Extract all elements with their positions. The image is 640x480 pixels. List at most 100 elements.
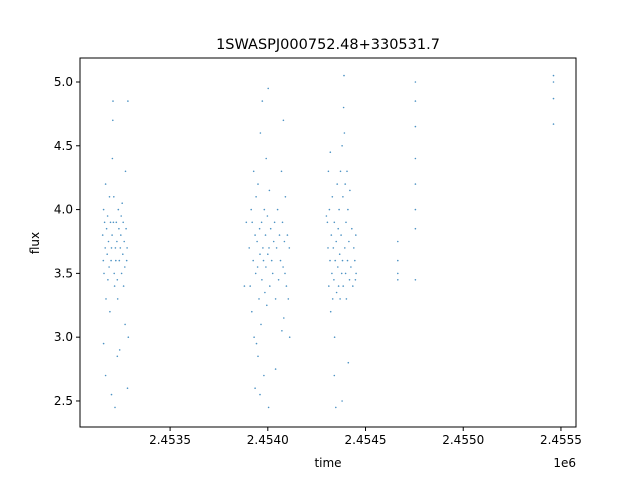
data-point	[104, 374, 107, 377]
data-point	[116, 355, 119, 358]
data-point	[270, 259, 273, 262]
data-point	[268, 247, 270, 249]
data-point	[116, 298, 119, 300]
data-point	[350, 266, 352, 268]
data-point	[263, 208, 266, 211]
data-point	[288, 336, 291, 339]
data-point	[346, 170, 348, 173]
data-point	[345, 221, 347, 224]
data-point	[327, 247, 329, 249]
data-point	[333, 374, 336, 377]
data-point	[112, 221, 115, 224]
data-point	[351, 227, 353, 230]
data-point	[278, 234, 281, 236]
data-point	[552, 74, 555, 77]
data-point	[552, 97, 555, 100]
data-point	[414, 227, 417, 230]
data-point	[286, 234, 289, 236]
data-point	[280, 170, 283, 173]
x-offset-label: 1e6	[553, 456, 576, 470]
data-point	[339, 170, 342, 173]
data-point	[288, 247, 291, 249]
data-point	[335, 240, 338, 243]
data-point	[116, 240, 118, 243]
data-point	[258, 227, 261, 230]
data-point	[118, 349, 121, 351]
data-point	[262, 259, 265, 262]
data-point	[243, 285, 246, 287]
data-point	[285, 285, 288, 287]
data-point	[125, 227, 127, 230]
data-point	[266, 215, 269, 217]
data-point	[260, 323, 262, 326]
data-point	[118, 227, 120, 230]
data-point	[346, 259, 349, 262]
data-point	[328, 285, 330, 287]
data-point	[341, 145, 343, 147]
data-point	[108, 196, 111, 198]
data-point	[106, 215, 109, 217]
x-tick-label: 2.4545	[345, 433, 387, 447]
data-point	[108, 266, 110, 268]
data-point	[353, 247, 355, 249]
data-point	[355, 234, 357, 236]
data-point	[268, 189, 271, 192]
data-point	[113, 285, 116, 287]
data-point	[116, 279, 119, 281]
data-point	[124, 170, 127, 173]
data-point	[287, 298, 290, 300]
x-tick-label: 2.4550	[442, 433, 484, 447]
data-point	[261, 100, 264, 102]
data-point	[255, 342, 258, 345]
data-point	[335, 291, 338, 294]
data-point	[111, 234, 113, 236]
data-point	[251, 221, 253, 224]
data-point	[281, 330, 283, 332]
data-point	[114, 406, 116, 409]
x-tick-label: 2.4535	[149, 433, 191, 447]
data-point	[103, 221, 106, 224]
data-point	[107, 279, 109, 281]
data-point	[414, 183, 417, 185]
data-point	[414, 157, 417, 160]
data-point	[120, 234, 122, 236]
data-point	[124, 323, 126, 326]
data-point	[104, 247, 106, 249]
data-point	[102, 342, 105, 345]
data-point	[331, 196, 334, 198]
data-point	[263, 374, 265, 377]
data-point	[255, 196, 257, 198]
y-tick-label: 3.0	[54, 330, 73, 344]
data-point	[106, 253, 108, 255]
data-point	[264, 234, 267, 236]
data-point	[259, 253, 261, 255]
data-point	[112, 100, 114, 102]
data-point	[117, 208, 120, 211]
data-point	[344, 272, 347, 275]
data-point	[283, 240, 286, 243]
y-axis-label: flux	[28, 232, 42, 254]
data-point	[259, 393, 261, 396]
plot-frame	[79, 57, 577, 428]
data-point	[112, 119, 114, 122]
data-point	[333, 221, 336, 224]
y-tick-label: 4.5	[54, 139, 73, 153]
data-point	[265, 266, 267, 268]
data-point	[344, 183, 347, 185]
data-point	[343, 132, 346, 134]
data-point	[333, 279, 335, 281]
data-point	[354, 279, 357, 281]
data-point	[414, 208, 417, 211]
data-point	[414, 81, 417, 83]
data-point	[345, 298, 348, 300]
data-point	[552, 81, 555, 83]
data-point	[253, 336, 255, 339]
data-point	[267, 253, 269, 255]
data-point	[273, 221, 276, 224]
data-point	[113, 196, 115, 198]
data-point	[341, 259, 344, 262]
y-tick-label: 2.5	[54, 394, 73, 408]
data-point	[277, 279, 280, 281]
data-points	[101, 74, 555, 409]
data-point	[330, 234, 333, 236]
